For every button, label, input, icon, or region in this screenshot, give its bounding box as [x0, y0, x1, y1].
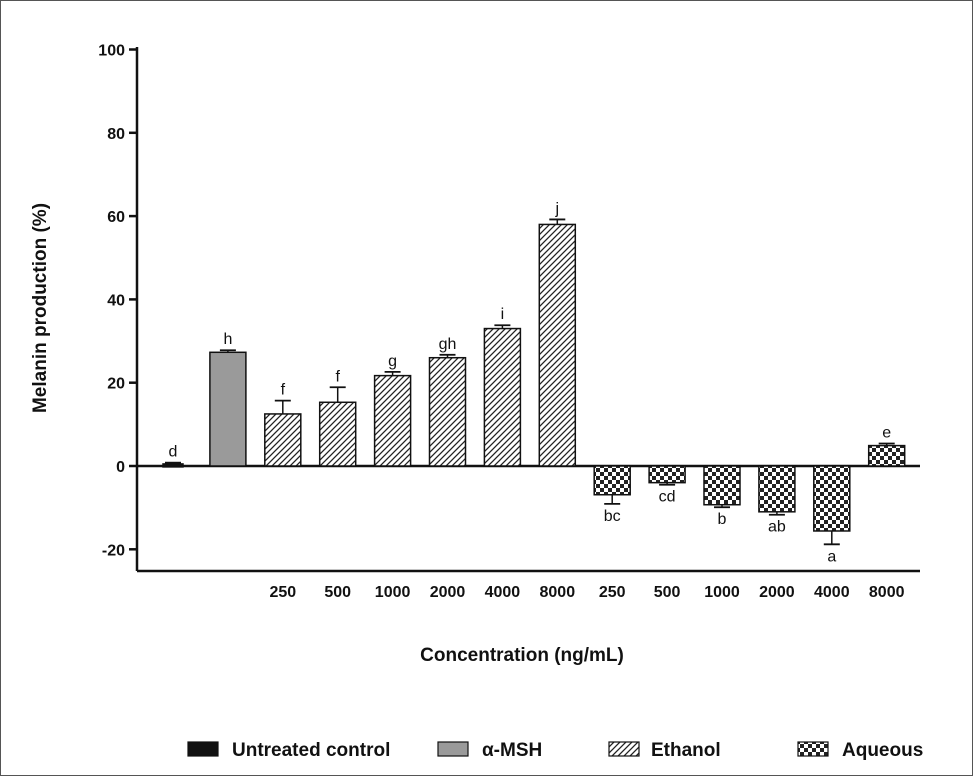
significance-letter: i	[501, 306, 505, 323]
bar	[483, 327, 522, 467]
y-tick-label: 0	[116, 459, 125, 476]
significance-letter: bc	[604, 508, 621, 525]
y-tick-label: 60	[107, 209, 125, 226]
bar	[538, 223, 577, 467]
significance-letter: gh	[439, 336, 457, 353]
bar	[209, 351, 247, 467]
legend-label: Aqueous	[842, 740, 923, 761]
bar	[813, 465, 851, 532]
significance-letter: cd	[659, 489, 676, 506]
x-axis-label: Concentration (ng/mL)	[420, 645, 624, 666]
x-tick-label: 250	[599, 584, 626, 601]
bar	[758, 465, 796, 513]
x-tick-label: 1000	[375, 584, 411, 601]
bar	[264, 413, 302, 467]
bar	[373, 374, 412, 467]
legend-swatch	[437, 741, 469, 757]
y-tick-label: 40	[107, 292, 125, 309]
significance-letter: g	[388, 353, 397, 370]
significance-letter: e	[882, 425, 891, 442]
x-tick-label: 250	[269, 584, 296, 601]
axes: -20 0 20 40 60 80 100	[98, 43, 920, 573]
significance-letter: f	[335, 368, 340, 385]
y-tick-label: 80	[107, 126, 125, 143]
x-tick-label: 4000	[814, 584, 850, 601]
y-axis-label: Melanin production (%)	[30, 203, 51, 413]
labels-layer: d h f 250 f 500 g 1000 gh 2000 i 4000 j 8000 bc 250 cd 50…	[169, 200, 905, 601]
significance-letter: b	[718, 511, 727, 528]
bar	[703, 465, 741, 506]
y-tick-label: -20	[102, 542, 125, 559]
significance-letter: f	[281, 382, 286, 399]
bar	[428, 356, 467, 467]
bars-layer	[162, 218, 906, 546]
bar	[318, 401, 357, 467]
x-tick-label: 8000	[869, 584, 905, 601]
x-tick-label: 500	[324, 584, 351, 601]
legend-swatch	[797, 741, 829, 757]
significance-letter: h	[223, 331, 232, 348]
bar	[593, 465, 631, 496]
legend-label: Ethanol	[651, 740, 721, 761]
significance-letter: ab	[768, 519, 786, 536]
x-tick-label: 4000	[485, 584, 521, 601]
bar	[162, 463, 184, 468]
x-tick-label: 2000	[759, 584, 795, 601]
significance-letter: d	[169, 444, 178, 461]
legend-label: α-MSH	[482, 740, 542, 761]
bar	[648, 465, 686, 484]
significance-letter: a	[827, 548, 836, 565]
legend: Untreated control α-MSH Ethanol Aqueous	[187, 740, 923, 761]
bar	[867, 444, 906, 467]
x-tick-label: 500	[654, 584, 681, 601]
x-tick-label: 2000	[430, 584, 466, 601]
legend-label: Untreated control	[232, 740, 390, 761]
x-tick-label: 1000	[704, 584, 740, 601]
x-tick-label: 8000	[540, 584, 576, 601]
significance-letter: j	[555, 200, 560, 217]
y-tick-label: 100	[98, 43, 125, 60]
legend-swatch	[187, 741, 219, 757]
y-tick-label: 20	[107, 376, 125, 393]
legend-swatch	[608, 741, 640, 757]
